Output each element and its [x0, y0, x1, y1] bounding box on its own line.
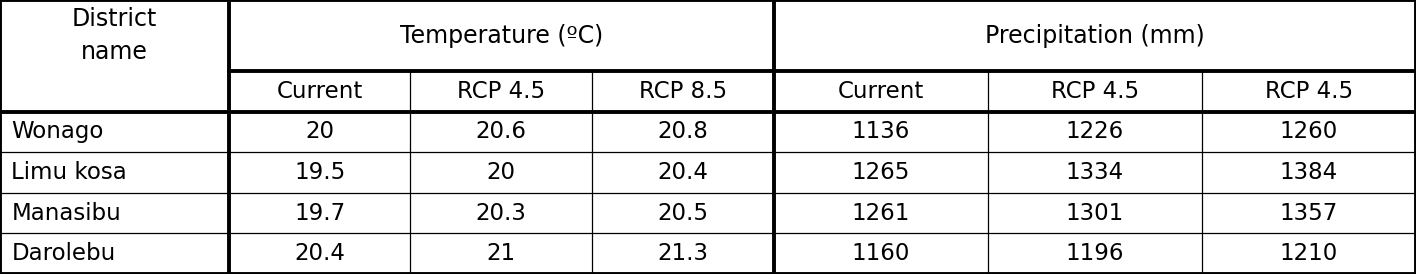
Text: 21.3: 21.3 — [657, 242, 708, 265]
Text: 1136: 1136 — [851, 121, 910, 143]
Text: 21: 21 — [487, 242, 515, 265]
Text: 19.5: 19.5 — [295, 161, 346, 184]
Text: 20: 20 — [487, 161, 515, 184]
Text: RCP 4.5: RCP 4.5 — [1264, 80, 1354, 103]
Text: Current: Current — [276, 80, 362, 103]
Text: Current: Current — [838, 80, 923, 103]
Text: Darolebu: Darolebu — [11, 242, 116, 265]
Text: Precipitation (mm): Precipitation (mm) — [986, 24, 1205, 47]
Text: 20.6: 20.6 — [476, 121, 527, 143]
Text: Manasibu: Manasibu — [11, 202, 122, 225]
Text: RCP 8.5: RCP 8.5 — [639, 80, 726, 103]
Text: 20.3: 20.3 — [476, 202, 527, 225]
Text: 1265: 1265 — [851, 161, 910, 184]
Text: 20.5: 20.5 — [657, 202, 708, 225]
Text: 1301: 1301 — [1066, 202, 1124, 225]
Text: 1196: 1196 — [1066, 242, 1124, 265]
Text: 1260: 1260 — [1280, 121, 1338, 143]
Text: Wonago: Wonago — [11, 121, 103, 143]
Text: 20.8: 20.8 — [657, 121, 708, 143]
Text: 20: 20 — [306, 121, 334, 143]
Text: 1160: 1160 — [851, 242, 910, 265]
Text: 1384: 1384 — [1280, 161, 1338, 184]
Text: Limu kosa: Limu kosa — [11, 161, 127, 184]
Text: District
name: District name — [72, 7, 157, 64]
Text: 20.4: 20.4 — [657, 161, 708, 184]
Text: 1357: 1357 — [1280, 202, 1338, 225]
Text: 1226: 1226 — [1066, 121, 1124, 143]
Text: 1334: 1334 — [1066, 161, 1124, 184]
Text: 1261: 1261 — [851, 202, 910, 225]
Text: RCP 4.5: RCP 4.5 — [1051, 80, 1138, 103]
Text: 19.7: 19.7 — [295, 202, 346, 225]
Text: 20.4: 20.4 — [295, 242, 346, 265]
Text: RCP 4.5: RCP 4.5 — [457, 80, 545, 103]
Text: Temperature (ºC): Temperature (ºC) — [399, 24, 603, 47]
Text: 1210: 1210 — [1280, 242, 1338, 265]
